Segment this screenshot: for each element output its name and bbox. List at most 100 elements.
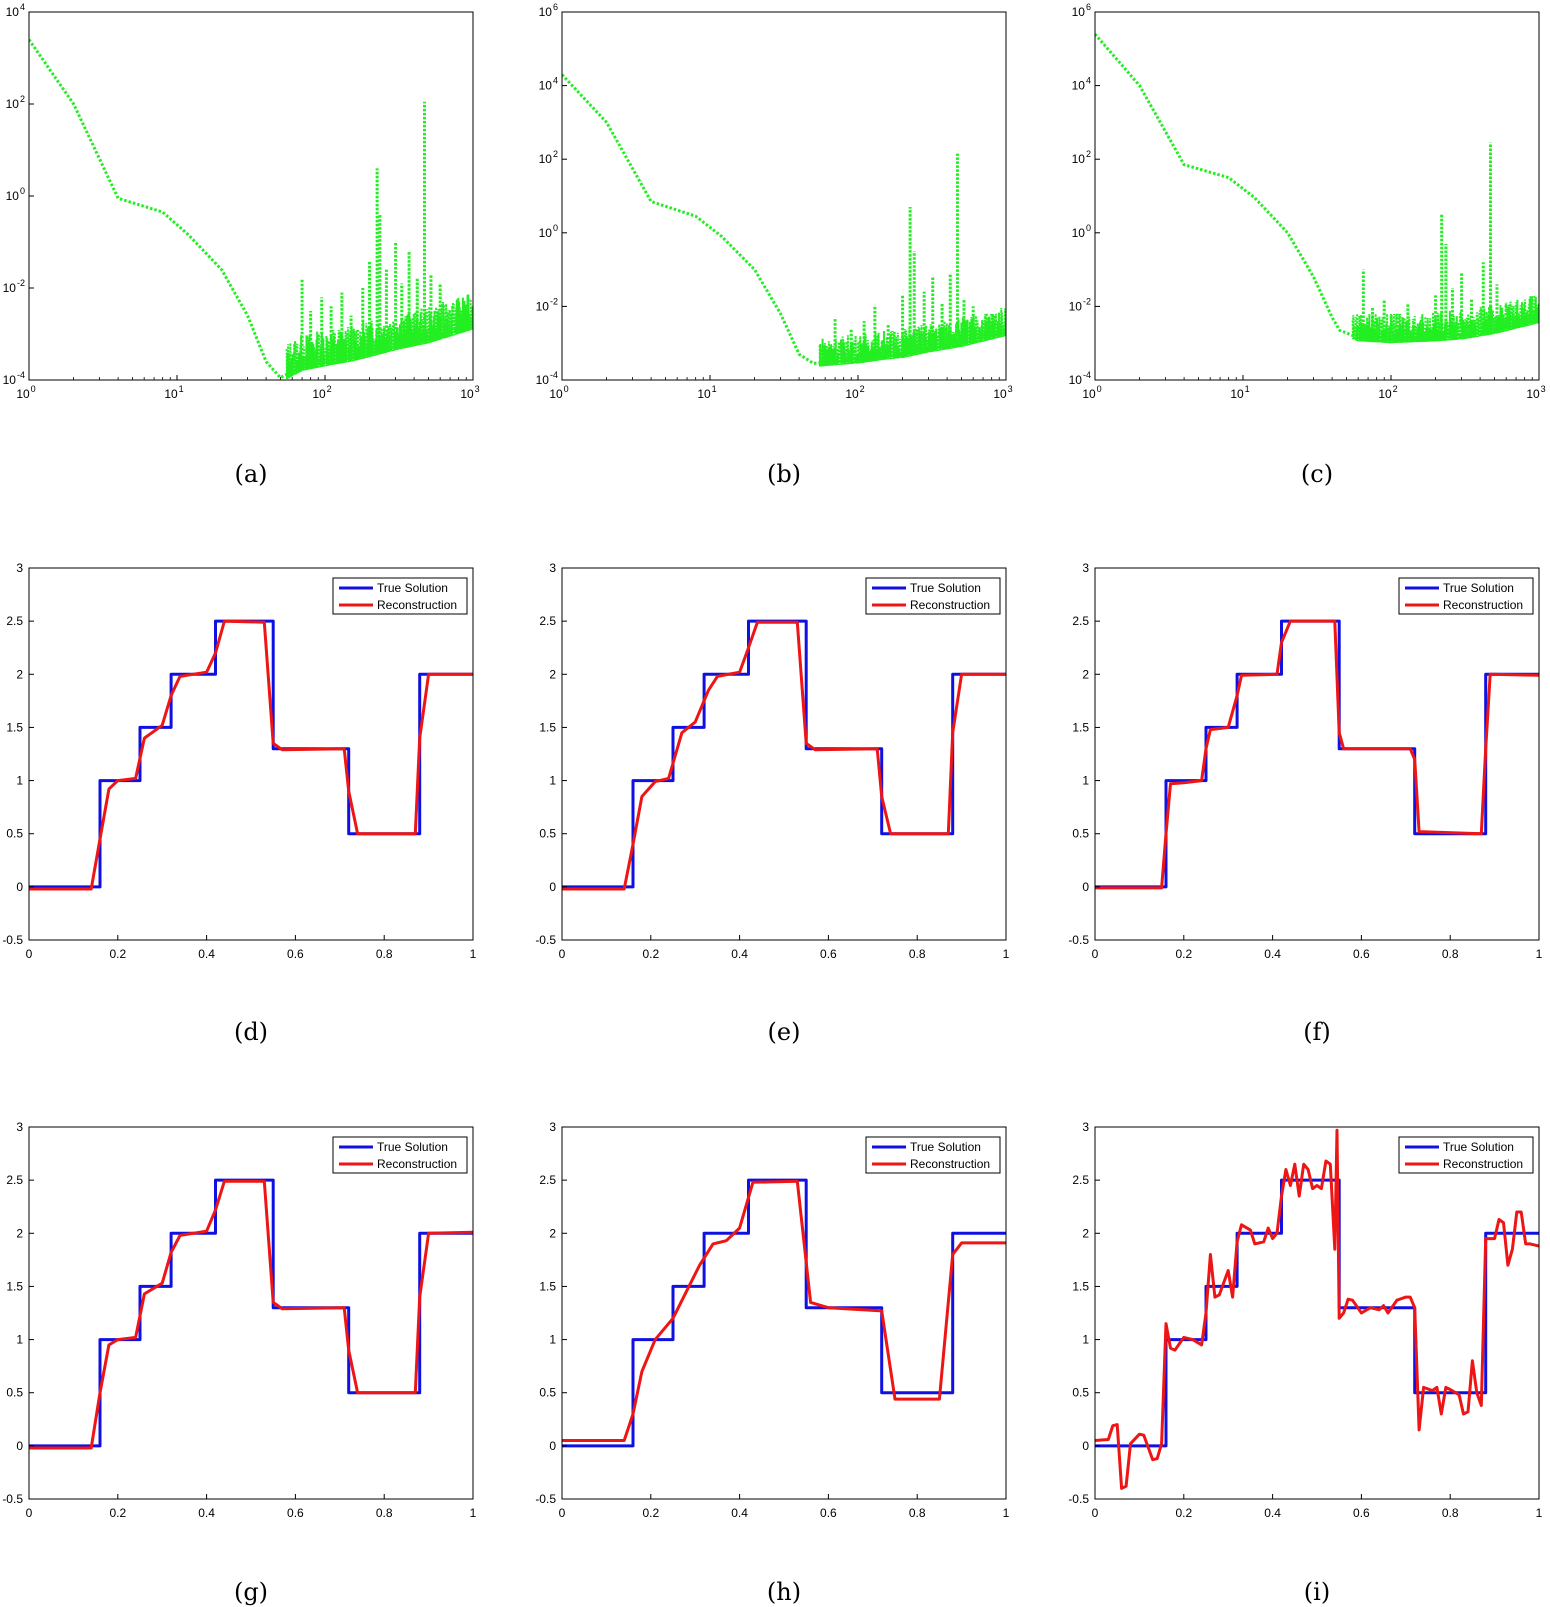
x-tick-label: 0.2 <box>1175 1506 1192 1520</box>
legend-true-solution-label: True Solution <box>1443 581 1514 595</box>
y-tick-label: 0 <box>16 1439 23 1453</box>
panel-c-axes-box <box>1094 11 1540 381</box>
x-tick-label: 0.8 <box>909 1506 926 1520</box>
y-tick-label: 1.5 <box>539 1279 556 1293</box>
y-tick-label: 1 <box>1082 1333 1089 1347</box>
y-tick-label: -0.5 <box>1068 933 1089 947</box>
y-tick-label: -0.5 <box>535 933 556 947</box>
panel-c-caption: (c) <box>1301 460 1333 488</box>
x-tick-label: 102 <box>1378 384 1397 401</box>
y-tick-label: 0 <box>549 880 556 894</box>
y-tick-label: 3 <box>16 561 23 575</box>
panel-d-axes-box <box>28 567 474 941</box>
y-tick-label: 2.5 <box>1072 1173 1089 1187</box>
legend-box <box>332 1136 468 1174</box>
panel-i-axes-box <box>1094 1126 1540 1500</box>
x-tick-label: 0.4 <box>198 1506 215 1520</box>
y-tick-label: 1 <box>1082 774 1089 788</box>
x-tick-label: 1 <box>1536 1506 1543 1520</box>
legend: True Solution Reconstruction <box>865 577 1001 615</box>
y-tick-label: 0 <box>1082 880 1089 894</box>
legend-box <box>865 577 1001 615</box>
panel-b: 100 101 102 103 10-4 10-2 100 102 104 106 (b) <box>536 2 1013 488</box>
y-tick-label: 1 <box>549 1333 556 1347</box>
y-tick-label: 0 <box>549 1439 556 1453</box>
legend-reconstruction-label: Reconstruction <box>377 1157 457 1171</box>
panel-i-plot-area <box>1095 1128 1539 1490</box>
y-tick-label: 100 <box>539 223 558 240</box>
y-tick-label: 10-2 <box>3 278 25 295</box>
y-tick-label: -0.5 <box>2 933 23 947</box>
y-tick-label: 104 <box>1072 76 1091 93</box>
y-tick-label: 2 <box>1082 667 1089 681</box>
x-tick-label: 101 <box>1230 384 1249 401</box>
x-tick-label: 1 <box>1003 1506 1010 1520</box>
true-solution-line <box>1095 619 1539 889</box>
y-tick-label: 3 <box>1082 1120 1089 1134</box>
y-tick-label: 1.5 <box>539 720 556 734</box>
legend-reconstruction-label: Reconstruction <box>377 598 457 612</box>
y-tick-label: 2 <box>549 667 556 681</box>
y-tick-label: 2.5 <box>6 1173 23 1187</box>
legend-reconstruction-label: Reconstruction <box>1443 598 1523 612</box>
y-tick-label: -0.5 <box>535 1492 556 1506</box>
x-tick-label: 0.6 <box>820 947 837 961</box>
y-tick-label: 0.5 <box>1072 827 1089 841</box>
y-tick-label: 3 <box>549 1120 556 1134</box>
panel-c-plot-area <box>1095 33 1539 344</box>
y-tick-label: 1 <box>549 774 556 788</box>
panel-g-axes-box <box>28 1126 474 1500</box>
x-tick-label: 100 <box>1082 384 1101 401</box>
legend: True Solution Reconstruction <box>1398 1136 1534 1174</box>
x-tick-label: 0.8 <box>1442 1506 1459 1520</box>
x-tick-label: 0.2 <box>109 1506 126 1520</box>
y-tick-label: -0.5 <box>1068 1492 1089 1506</box>
x-tick-label: 0.8 <box>376 947 393 961</box>
x-tick-label: 0.4 <box>198 947 215 961</box>
y-tick-label: 102 <box>6 94 25 111</box>
y-tick-label: 2.5 <box>1072 614 1089 628</box>
legend-true-solution-label: True Solution <box>377 581 448 595</box>
reconstruction-line <box>29 619 473 891</box>
y-tick-label: 2.5 <box>539 614 556 628</box>
x-tick-label: 0 <box>1092 947 1099 961</box>
reconstruction-line <box>1095 619 1539 890</box>
legend: True Solution Reconstruction <box>332 1136 468 1174</box>
legend: True Solution Reconstruction <box>1398 577 1534 615</box>
x-tick-label: 0 <box>26 947 33 961</box>
y-tick-label: 10-4 <box>3 370 25 387</box>
legend-reconstruction-label: Reconstruction <box>910 598 990 612</box>
x-tick-label: 100 <box>16 384 35 401</box>
x-tick-label: 102 <box>312 384 331 401</box>
y-tick-label: 3 <box>16 1120 23 1134</box>
residual-line <box>562 73 1006 365</box>
y-tick-label: 0.5 <box>539 827 556 841</box>
x-tick-label: 1 <box>1003 947 1010 961</box>
y-tick-label: -0.5 <box>2 1492 23 1506</box>
panel-a-plot-area <box>29 38 473 380</box>
panel-g-plot-area <box>29 1178 473 1450</box>
y-tick-label: 3 <box>549 561 556 575</box>
panel-d-plot-area <box>29 619 473 891</box>
reconstruction-line <box>1095 1128 1539 1490</box>
y-tick-label: 2 <box>16 1226 23 1240</box>
x-tick-label: 0 <box>559 1506 566 1520</box>
panel-b-caption: (b) <box>767 460 801 488</box>
y-tick-label: 0 <box>16 880 23 894</box>
y-tick-label: 1 <box>16 1333 23 1347</box>
y-tick-label: 100 <box>6 186 25 203</box>
panel-e-plot-area <box>562 619 1006 891</box>
y-tick-label: 1.5 <box>1072 1279 1089 1293</box>
legend-true-solution-label: True Solution <box>910 1140 981 1154</box>
legend-true-solution-label: True Solution <box>377 1140 448 1154</box>
y-tick-label: 1.5 <box>6 720 23 734</box>
x-tick-label: 0.4 <box>731 947 748 961</box>
y-tick-label: 0.5 <box>6 827 23 841</box>
panel-g-caption: (g) <box>234 1578 268 1606</box>
x-tick-label: 103 <box>1526 384 1545 401</box>
